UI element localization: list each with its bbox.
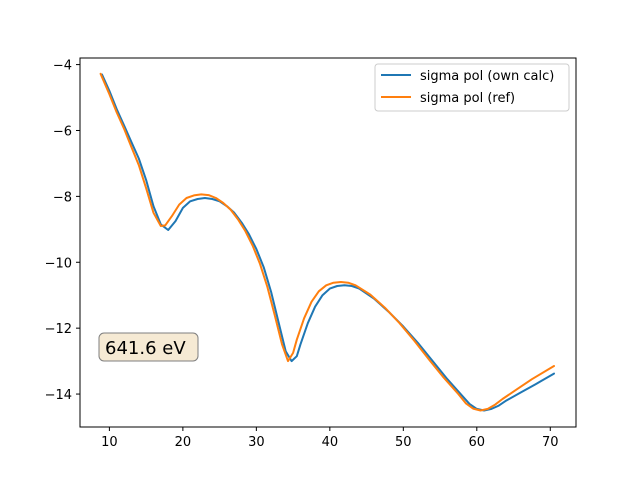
series-line-ref (99, 72, 555, 412)
y-tick-label: −4 (53, 59, 72, 74)
series-line-own-calc (101, 73, 555, 412)
legend: sigma pol (own calc) sigma pol (ref) (374, 63, 570, 112)
y-tick-label: −8 (53, 190, 72, 205)
energy-annotation: 641.6 eV (98, 332, 199, 362)
x-tick-label: 40 (322, 435, 339, 450)
y-tick-label: −12 (45, 322, 72, 337)
y-axis: −14 −12 −10 −8 −6 −4 (45, 59, 80, 403)
plot-frame (79, 57, 577, 428)
y-tick-label: −6 (53, 124, 72, 139)
legend-label-own-calc: sigma pol (own calc) (420, 69, 554, 84)
y-tick-label: −14 (45, 388, 72, 403)
legend-box (374, 63, 570, 112)
x-tick-label: 70 (542, 435, 559, 450)
x-tick-label: 50 (395, 435, 412, 450)
y-tick-label: −10 (45, 256, 72, 271)
x-tick-label: 30 (248, 435, 265, 450)
legend-label-ref: sigma pol (ref) (420, 91, 515, 106)
annotation-box (98, 332, 199, 362)
x-tick-label: 60 (469, 435, 486, 450)
x-tick-label: 20 (175, 435, 192, 450)
series-layer (99, 72, 555, 412)
annotation-text: 641.6 eV (105, 338, 186, 359)
x-tick-label: 10 (101, 435, 118, 450)
x-axis: 10 20 30 40 50 60 70 (101, 427, 559, 450)
